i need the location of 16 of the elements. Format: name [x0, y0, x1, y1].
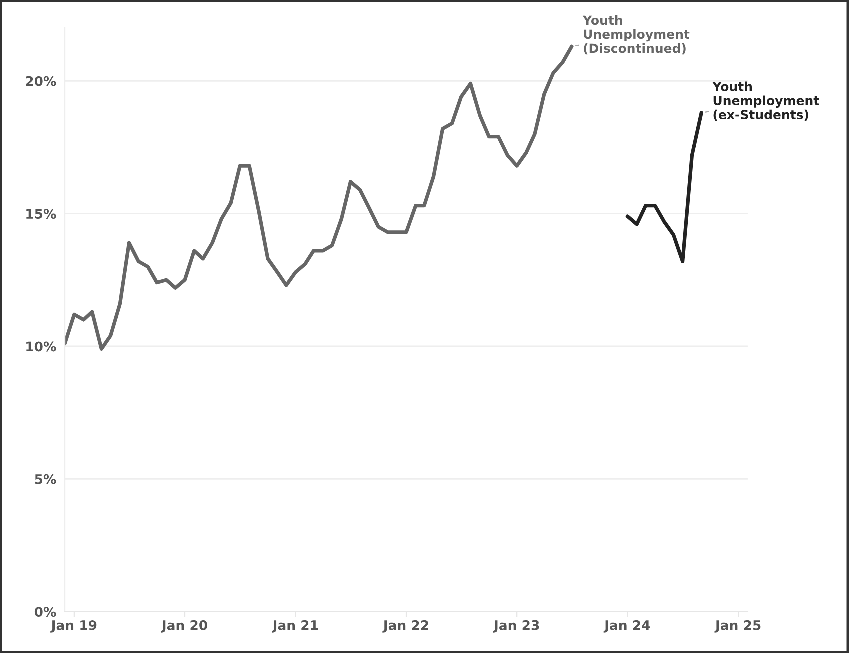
y-tick-label: 5%	[35, 474, 56, 484]
y-tick-label: 10%	[26, 342, 56, 352]
x-tick-label: Jan 22	[382, 620, 428, 633]
y-tick-label: 0%	[34, 607, 56, 618]
x-tick-label: Jan 23	[493, 620, 540, 633]
x-tick-label: Jan 20	[161, 620, 208, 633]
line-series	[65, 44, 574, 351]
y-tick-label: 15%	[26, 209, 56, 220]
series-label: Youth Unemployment (Discontinued)	[582, 15, 690, 55]
x-tick-label: Jan 25	[714, 620, 761, 633]
x-tick-label: Jan 24	[604, 620, 650, 633]
y-tick-label: 20%	[26, 76, 56, 86]
line-series	[626, 111, 704, 264]
x-tick-label: Jan 19	[50, 620, 97, 633]
x-tick-label: Jan 21	[272, 620, 318, 633]
series-label: Youth Unemployment (ex-Students)	[712, 82, 820, 122]
